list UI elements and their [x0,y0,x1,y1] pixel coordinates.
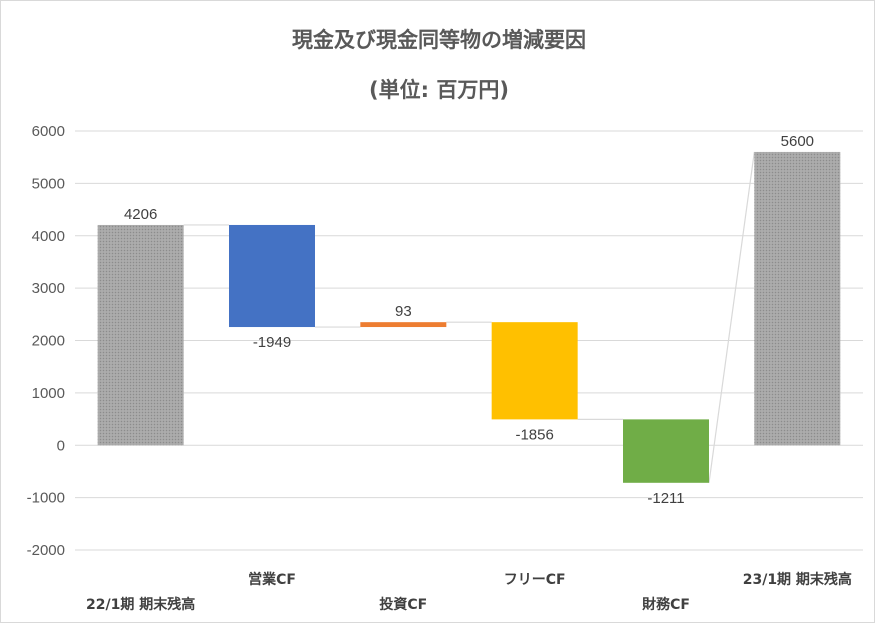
bar [754,151,841,446]
y-tick-label: 1000 [32,385,65,402]
data-label: -1856 [515,426,553,443]
data-label: 93 [395,303,412,320]
y-tick-label: 3000 [32,280,65,297]
bar [229,224,315,328]
category-label: 投資CF [379,596,427,613]
gridlines: 6000 5000 4000 3000 2000 1000 0 -1000 -2000 [27,123,863,559]
bar [491,322,578,420]
bar [97,224,184,446]
y-tick-label: 4000 [32,228,65,245]
y-tick-label: -1000 [27,490,65,507]
data-labels: 4206 -1949 93 -1856 -1211 5600 [124,133,814,507]
category-labels: 22/1期 期末残高 営業CF 投資CF フリーCF 財務CF 23/1期 期末残高 [86,571,852,613]
y-tick-label: 0 [57,437,65,454]
category-label: 営業CF [248,571,296,588]
y-tick-label: 2000 [32,333,65,350]
chart-subtitle: (単位: 百万円) [369,78,509,102]
category-label: フリーCF [504,572,566,588]
bar [623,419,709,483]
y-tick-label: -2000 [27,542,65,559]
data-label: 4206 [124,206,157,223]
category-label: 23/1期 期末残高 [743,571,852,588]
data-label: 5600 [781,133,814,150]
y-tick-label: 6000 [32,123,65,140]
y-tick-label: 5000 [32,175,65,192]
connector-line [708,151,755,483]
bars [97,151,841,483]
connectors [183,151,755,483]
data-label: -1949 [253,334,291,351]
data-label: -1211 [647,490,684,507]
category-label: 財務CF [641,596,690,613]
chart-title: 現金及び現金同等物の増減要因 [292,28,586,52]
category-label: 22/1期 期末残高 [86,596,195,613]
bar [360,322,447,328]
